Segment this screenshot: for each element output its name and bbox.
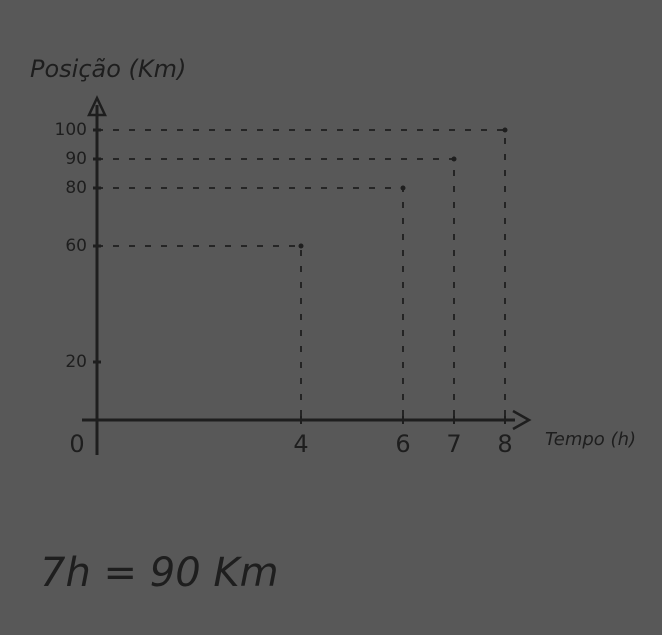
y-axis-label: Posição (Km) (30, 55, 186, 83)
y-tick-label: 100 (55, 120, 87, 140)
point (452, 157, 457, 162)
x-tick-label: 8 (497, 430, 512, 458)
y-tick-label: 80 (65, 178, 87, 198)
point (503, 128, 508, 133)
x-tick-label: 7 (446, 430, 461, 458)
x-tick-label: 6 (395, 430, 410, 458)
x-tick-label: 4 (293, 430, 308, 458)
chart: Posição (Km) Tempo (h) 7h = 90 Km 206080… (0, 0, 662, 635)
x-axis-label: Tempo (h) (545, 429, 636, 450)
y-tick-label: 60 (65, 236, 87, 256)
annotation: 7h = 90 Km (40, 550, 279, 596)
point (299, 244, 304, 249)
point (401, 186, 406, 191)
y-tick-label: 90 (65, 149, 87, 169)
x-tick-label: 0 (69, 430, 84, 458)
paper (0, 0, 662, 635)
y-tick-label: 20 (65, 352, 87, 372)
